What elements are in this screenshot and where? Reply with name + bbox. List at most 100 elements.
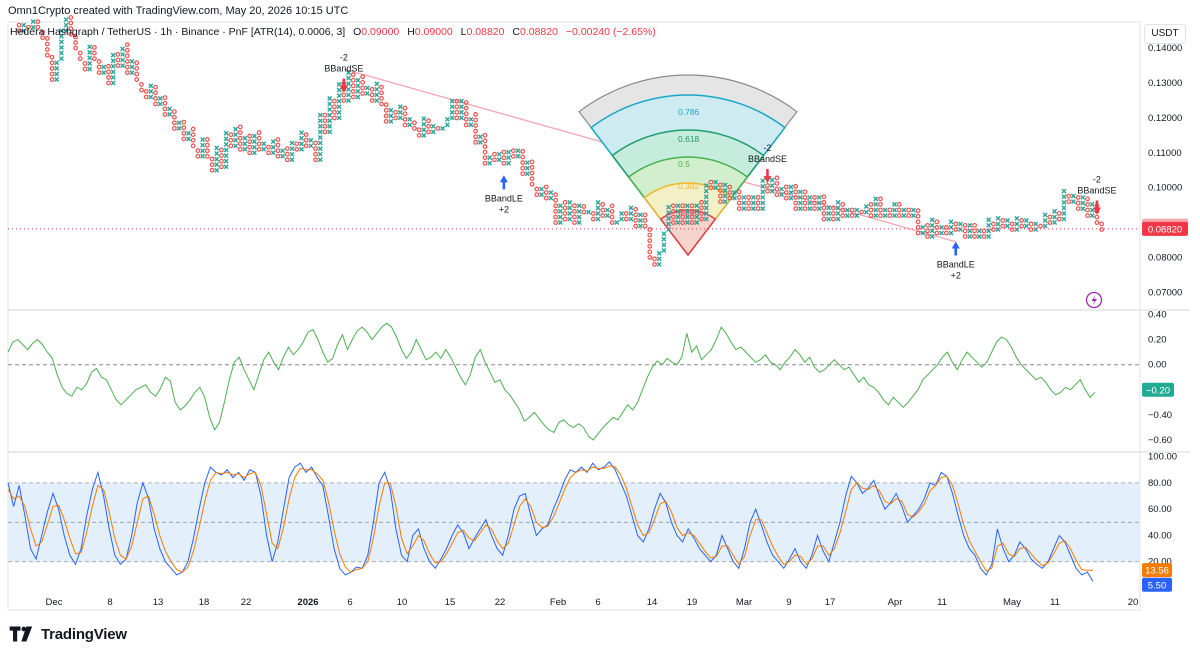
pnf-o-box (727, 195, 733, 201)
pnf-o-box (553, 214, 559, 220)
pnf-x-column (873, 196, 879, 219)
pnf-o-box (360, 79, 366, 85)
pnf-o-column (454, 98, 460, 121)
pnf-x-box (355, 94, 361, 100)
lightning-icon-bolt (1091, 295, 1097, 306)
pnf-x-box (826, 210, 832, 216)
pnf-o-box (1085, 196, 1090, 202)
pnf-o-box (699, 199, 704, 205)
pnf-o-box (275, 137, 281, 142)
pnf-x-box (407, 122, 413, 128)
pnf-o-column (402, 105, 408, 128)
pnf-x-column (892, 201, 898, 219)
pnf-x-box (120, 57, 126, 63)
pnf-o-column (572, 203, 577, 225)
pnf-x-box (355, 83, 361, 89)
pnf-x-box (703, 199, 709, 205)
currency-button[interactable]: USDT (1144, 24, 1186, 44)
pnf-x-box (637, 217, 643, 223)
time-tick-label: Feb (550, 597, 566, 608)
long-signal-arrow (951, 241, 960, 256)
pnf-o-box (463, 111, 469, 117)
pnf-x-column (595, 199, 601, 222)
pnf-x-box (703, 183, 709, 189)
pnf-x-box (388, 113, 394, 119)
pnf-x-box (576, 208, 582, 214)
pnf-x-box (327, 101, 333, 107)
price-label-badge (1142, 221, 1188, 236)
pnf-x-box (251, 150, 257, 156)
long-signal-arrow (499, 175, 508, 190)
pnf-o-box (821, 205, 827, 211)
pnf-o-box (124, 53, 130, 59)
pnf-o-column (736, 189, 742, 211)
pnf-o-box (1066, 199, 1072, 205)
pnf-x-box (63, 22, 69, 28)
pnf-x-column (30, 19, 36, 30)
pnf-x-box (308, 137, 314, 143)
pnf-o-box (581, 209, 587, 215)
pnf-x-column (684, 203, 690, 226)
pnf-o-box (49, 65, 55, 71)
pnf-o-box (553, 208, 559, 214)
pnf-o-column (426, 118, 431, 135)
time-tick-label: 22 (241, 597, 252, 608)
pnf-o-box (934, 219, 940, 225)
pnf-x-box (967, 234, 973, 239)
pnf-x-box (661, 236, 667, 242)
pnf-x-box (110, 52, 116, 58)
pnf-x-box (58, 39, 64, 45)
pnf-o-column (134, 60, 140, 82)
pnf-x-column (129, 58, 135, 76)
pnf-o-box (633, 218, 639, 223)
pnf-o-box (590, 211, 596, 216)
time-tick-label: Dec (46, 597, 63, 608)
pnf-x-column (200, 137, 206, 159)
pnf-x-box (713, 179, 719, 185)
pnf-o-box (647, 243, 653, 249)
pnf-x-box (223, 153, 229, 159)
pnf-o-column (953, 221, 959, 232)
pnf-o-box (153, 101, 158, 107)
pnf-x-box (58, 28, 64, 34)
pnf-x-box (186, 130, 192, 136)
pnf-x-box (892, 207, 898, 213)
pnf-x-box (30, 19, 36, 25)
pnf-x-box (421, 127, 427, 133)
pnf-o-box (482, 160, 488, 166)
pnf-x-box (619, 210, 625, 216)
pnf-o-box (1047, 214, 1053, 220)
pnf-o-box (247, 150, 253, 156)
tradingview-logo-icon (9, 626, 33, 642)
pnf-o-box (1000, 218, 1006, 223)
pnf-x-box (186, 136, 192, 142)
pnf-o-box (689, 220, 695, 225)
pnf-o-column (609, 203, 615, 225)
pnf-o-column (115, 52, 121, 68)
pnf-o-box (689, 208, 695, 214)
pnf-x-column (920, 224, 926, 236)
pnf-o-column (765, 183, 770, 194)
pnf-o-box (915, 230, 921, 236)
time-tick-label: 11 (1050, 597, 1060, 608)
pnf-x-box (976, 228, 982, 234)
pnf-o-column (162, 95, 168, 117)
pnf-x-column (157, 95, 163, 107)
pnf-o-box (68, 20, 74, 26)
pnf-o-box (717, 182, 723, 188)
pnf-x-column (477, 134, 483, 145)
pnf-o-box (124, 42, 130, 48)
pnf-o-box (124, 47, 130, 53)
price-tick-label: 0.08000 (1148, 252, 1182, 263)
price-tick-label: 0.12000 (1148, 113, 1182, 124)
pnf-o-box (209, 156, 215, 162)
pnf-o-box (341, 98, 347, 103)
pnf-o-box (256, 135, 262, 141)
pnf-o-column (416, 127, 422, 138)
pnf-o-box (680, 220, 686, 225)
pnf-x-box (129, 58, 135, 64)
pnf-o-box (553, 192, 559, 198)
pnf-o-box (237, 135, 243, 141)
pnf-x-box (873, 213, 879, 219)
